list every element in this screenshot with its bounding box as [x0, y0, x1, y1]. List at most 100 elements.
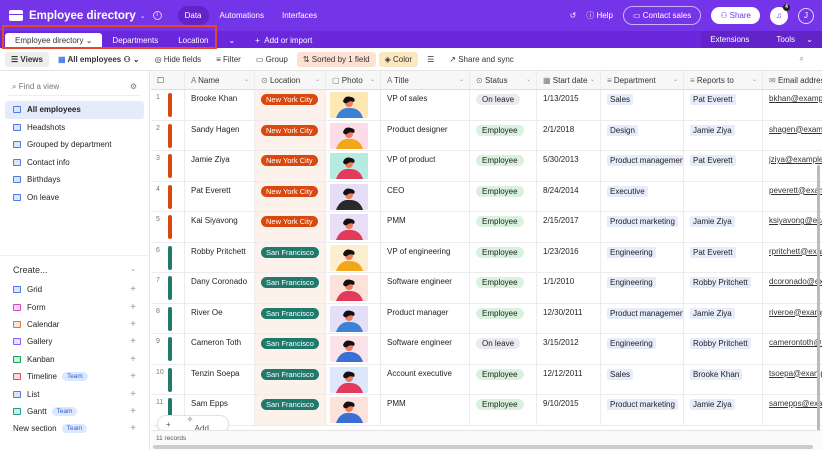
- title-cell[interactable]: VP of sales: [381, 90, 470, 120]
- table-row[interactable]: 3 Jamie Ziya New York City VP of product Emp…: [151, 151, 822, 182]
- sidebar-view-item[interactable]: On leave: [5, 189, 144, 207]
- department-cell[interactable]: Engineering: [601, 334, 684, 364]
- photo-cell[interactable]: [326, 90, 381, 120]
- plus-icon[interactable]: +: [130, 405, 136, 417]
- add-or-import-button[interactable]: + Add or import: [255, 36, 313, 45]
- sidebar-view-item[interactable]: Birthdays: [5, 171, 144, 189]
- table-row[interactable]: 8 River Oe San Francisco Product manager Emp…: [151, 303, 822, 334]
- plus-icon[interactable]: +: [130, 336, 136, 348]
- location-cell[interactable]: San Francisco: [255, 242, 326, 272]
- email-link[interactable]: dcoronado@example.com: [769, 277, 822, 286]
- avatar[interactable]: J: [798, 7, 814, 24]
- row-height-icon[interactable]: ☰: [427, 54, 435, 64]
- share-sync-button[interactable]: ↗ Share and sync: [449, 54, 514, 64]
- location-cell[interactable]: New York City: [255, 90, 326, 120]
- create-item-new-section[interactable]: New section Team +: [0, 420, 149, 437]
- column-header-reports-to[interactable]: ≡ Reports to ⌄: [684, 71, 763, 89]
- table-row[interactable]: 7 Dany Coronado San Francisco Software engi…: [151, 273, 822, 304]
- employee-photo[interactable]: [330, 366, 368, 393]
- reports-to-cell[interactable]: Pat Everett: [684, 90, 763, 120]
- email-link[interactable]: peverett@example.com: [769, 185, 822, 195]
- name-cell[interactable]: Sandy Hagen: [185, 120, 255, 150]
- start-date-cell[interactable]: 12/30/2011: [537, 303, 601, 333]
- add-button[interactable]: ✧ Add...: [179, 415, 232, 433]
- email-cell[interactable]: camerontoth@example.com: [763, 334, 822, 364]
- employee-photo[interactable]: [330, 336, 368, 362]
- view-switcher[interactable]: ▦ All employees ⚇ ⌄: [57, 54, 140, 64]
- tab-location[interactable]: Location: [178, 36, 209, 45]
- email-link[interactable]: tsoepa@example.com: [769, 368, 822, 378]
- name-cell[interactable]: Tenzin Soepa: [185, 364, 255, 394]
- group-button[interactable]: ▭ Group: [255, 54, 288, 64]
- location-cell[interactable]: New York City: [255, 151, 326, 181]
- select-all-checkbox[interactable]: ☐: [151, 71, 185, 89]
- employee-photo[interactable]: [330, 397, 368, 423]
- chevron-down-icon[interactable]: ⌄: [458, 77, 464, 83]
- table-row[interactable]: 10 Tenzin Soepa San Francisco Account execu…: [151, 364, 822, 395]
- help-button[interactable]: ⓘ Help: [586, 11, 613, 20]
- create-item-grid[interactable]: Grid +: [0, 281, 149, 298]
- email-link[interactable]: riveroe@example.com: [769, 307, 822, 317]
- location-cell[interactable]: San Francisco: [255, 334, 326, 364]
- email-cell[interactable]: shagen@example.com: [763, 121, 822, 151]
- location-cell[interactable]: San Francisco: [255, 395, 326, 425]
- employee-photo[interactable]: [330, 153, 368, 179]
- email-link[interactable]: jziya@example.com: [769, 155, 822, 164]
- color-button[interactable]: ◈ Color: [378, 51, 419, 67]
- status-cell[interactable]: Employee: [470, 212, 537, 242]
- department-cell[interactable]: Design: [601, 120, 684, 150]
- employee-photo[interactable]: [330, 275, 368, 301]
- reports-to-cell[interactable]: Pat Everett: [684, 151, 763, 181]
- email-link[interactable]: samepps@example.com: [769, 399, 822, 408]
- column-header-title[interactable]: A Title ⌄: [381, 71, 470, 89]
- gear-icon[interactable]: ⚙: [129, 82, 137, 91]
- employee-photo[interactable]: [330, 305, 368, 332]
- reports-to-cell[interactable]: Jamie Ziya: [684, 395, 763, 425]
- nav-interfaces[interactable]: Interfaces: [281, 11, 318, 20]
- status-cell[interactable]: Employee: [470, 120, 537, 150]
- app-title[interactable]: Employee directory: [29, 9, 136, 22]
- photo-cell[interactable]: [326, 303, 381, 333]
- create-item-calendar[interactable]: Calendar +: [0, 316, 149, 333]
- name-cell[interactable]: Jamie Ziya: [185, 151, 255, 181]
- create-item-gallery[interactable]: Gallery +: [0, 333, 149, 350]
- title-cell[interactable]: Software engineer: [381, 273, 470, 303]
- email-link[interactable]: ksiyavong@example.com: [769, 216, 822, 225]
- views-button[interactable]: ☰ Views: [5, 51, 49, 67]
- plus-icon[interactable]: +: [130, 371, 136, 383]
- column-header-status[interactable]: ⊙ Status ⌄: [470, 71, 537, 89]
- nav-data[interactable]: Data: [177, 6, 209, 25]
- search-icon[interactable]: ⌕: [799, 54, 804, 63]
- location-cell[interactable]: San Francisco: [255, 364, 326, 394]
- chevron-down-icon[interactable]: ⌄: [369, 77, 375, 83]
- chevron-down-icon[interactable]: ⌄: [139, 12, 146, 20]
- table-row[interactable]: 6 Robby Pritchett San Francisco VP of engin…: [151, 242, 822, 273]
- column-header-photo[interactable]: ▢ Photo ⌄: [326, 71, 381, 89]
- name-cell[interactable]: Cameron Toth: [185, 334, 255, 364]
- column-header-name[interactable]: A Name ⌄: [185, 71, 255, 89]
- email-cell[interactable]: tsoepa@example.com: [763, 365, 822, 395]
- reports-to-cell[interactable]: Robby Pritchett: [684, 273, 763, 303]
- photo-cell[interactable]: [326, 151, 381, 181]
- start-date-cell[interactable]: 2/15/2017: [537, 212, 601, 242]
- sidebar-view-item[interactable]: Headshots: [5, 119, 144, 137]
- start-date-cell[interactable]: 8/24/2014: [537, 181, 601, 211]
- title-cell[interactable]: Software engineer: [381, 334, 470, 364]
- chevron-down-icon[interactable]: ⌄: [751, 77, 757, 83]
- notifications-bell-icon[interactable]: ♫ 4: [770, 3, 790, 25]
- status-cell[interactable]: Employee: [470, 273, 537, 303]
- status-cell[interactable]: On leave: [470, 334, 537, 364]
- plus-icon[interactable]: +: [130, 318, 136, 330]
- status-cell[interactable]: On leave: [470, 90, 537, 120]
- email-cell[interactable]: bkhan@example.com: [763, 90, 822, 120]
- photo-cell[interactable]: [326, 181, 381, 211]
- email-cell[interactable]: samepps@example.com: [763, 395, 822, 425]
- chevron-down-icon[interactable]: ⌄: [672, 77, 678, 83]
- vertical-scrollbar[interactable]: [817, 165, 820, 450]
- title-cell[interactable]: Product manager: [381, 303, 470, 333]
- start-date-cell[interactable]: 1/23/2016: [537, 242, 601, 272]
- start-date-cell[interactable]: 12/12/2011: [537, 364, 601, 394]
- column-header-department[interactable]: ≡ Department ⌄: [601, 71, 684, 89]
- email-cell[interactable]: peverett@example.com: [763, 182, 822, 212]
- hide-fields-button[interactable]: ◎ Hide fields: [154, 54, 202, 64]
